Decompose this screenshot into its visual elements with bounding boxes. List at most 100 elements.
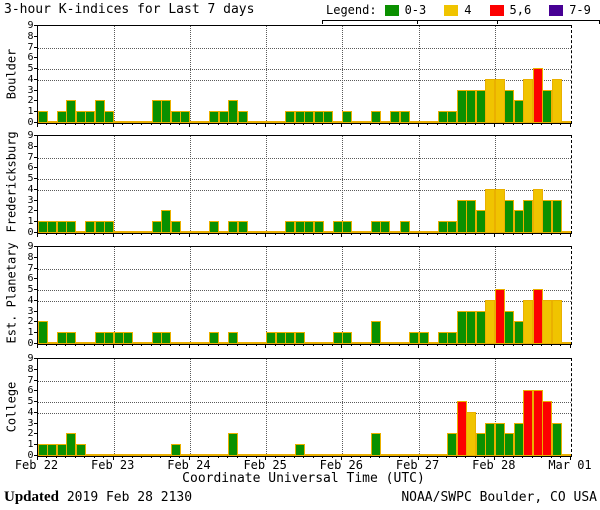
x-tick-mark — [246, 456, 248, 458]
k-index-bar — [437, 332, 448, 344]
k-index-bar — [494, 78, 505, 123]
x-tick-mark — [160, 456, 162, 458]
x-tick-mark — [255, 233, 257, 235]
x-tick-mark — [179, 344, 181, 346]
x-tick-mark — [112, 456, 114, 460]
x-tick-mark — [36, 456, 38, 460]
x-tick-mark — [484, 344, 486, 346]
x-tick-mark — [207, 456, 209, 458]
k-index-bar — [561, 342, 572, 344]
k-index-bar — [485, 299, 496, 344]
legend-swatch-purple — [549, 4, 564, 16]
x-tick-mark — [46, 456, 48, 458]
x-tick-mark — [436, 233, 438, 235]
x-tick-mark — [217, 233, 219, 235]
y-tick-label: 6 — [27, 162, 34, 174]
y-tick-mark — [33, 35, 38, 37]
x-tick-mark — [550, 233, 552, 235]
x-tick-mark — [512, 344, 514, 346]
x-tick-mark — [55, 456, 57, 458]
k-index-bar — [237, 342, 248, 344]
v-gridline-day — [418, 26, 420, 123]
k-index-bar — [66, 332, 77, 344]
x-tick-mark — [550, 123, 552, 125]
k-index-bar — [189, 454, 200, 456]
k-index-bar — [132, 121, 143, 123]
y-tick-mark — [33, 422, 38, 424]
y-tick-mark — [33, 89, 38, 91]
x-tick-mark — [455, 233, 457, 235]
v-gridline-day — [266, 247, 268, 344]
station-label: Boulder — [4, 48, 18, 99]
k-index-bar — [218, 342, 229, 344]
x-tick-mark — [446, 344, 448, 346]
y-tick-label: 1 — [27, 106, 34, 118]
v-gridline-day — [342, 136, 344, 233]
x-tick-mark — [103, 456, 105, 458]
x-tick-mark — [455, 344, 457, 346]
x-tick-mark — [293, 344, 295, 346]
k-index-bar — [418, 121, 429, 123]
k-index-bar — [542, 401, 553, 456]
station-label: Fredericksburg — [4, 130, 18, 232]
k-index-bar — [123, 231, 134, 233]
k-index-bar — [494, 188, 505, 233]
x-tick-mark — [65, 123, 67, 125]
x-tick-mark — [541, 233, 543, 235]
y-tick-label: 4 — [27, 406, 34, 418]
k-index-bar — [104, 454, 115, 456]
x-tick-mark — [188, 123, 190, 127]
x-tick-mark — [265, 123, 267, 127]
x-tick-mark — [331, 233, 333, 235]
k-index-bar — [342, 454, 353, 456]
y-tick-label: 7 — [27, 41, 34, 53]
y-tick-label: 5 — [27, 63, 34, 75]
k-index-bar — [170, 342, 181, 344]
k-index-bar — [132, 454, 143, 456]
k-index-bar — [151, 221, 162, 233]
y-tick-label: 6 — [27, 385, 34, 397]
x-tick-mark — [274, 344, 276, 346]
k-index-bar — [409, 121, 420, 123]
k-index-bar — [218, 111, 229, 123]
x-tick-mark — [474, 233, 476, 235]
k-index-bar — [380, 221, 391, 233]
x-tick-mark — [84, 123, 86, 125]
y-tick-mark — [33, 111, 38, 113]
legend-entry-label: 7-9 — [569, 3, 591, 17]
k-index-bar — [370, 433, 381, 456]
legend-underline-tick — [497, 20, 498, 24]
k-index-bar — [104, 111, 115, 123]
x-tick-mark — [188, 456, 190, 460]
k-index-bar — [313, 221, 324, 233]
x-tick-mark — [522, 456, 524, 458]
k-index-bar — [66, 221, 77, 233]
k-index-bar — [142, 231, 153, 233]
x-tick-mark — [103, 233, 105, 235]
x-tick-mark — [198, 123, 200, 125]
x-tick-mark — [255, 456, 257, 458]
k-index-bar — [75, 444, 86, 456]
k-index-bar — [256, 454, 267, 456]
y-tick-mark — [33, 25, 38, 26]
x-tick-mark — [303, 233, 305, 235]
k-index-bar — [551, 422, 562, 456]
k-index-bar — [247, 231, 258, 233]
k-index-bar — [456, 199, 467, 233]
v-gridline-day — [494, 359, 496, 456]
y-tick-label: 3 — [27, 194, 34, 206]
x-tick-mark — [284, 233, 286, 235]
x-tick-mark — [417, 233, 419, 237]
legend-swatch-yellow — [444, 4, 459, 16]
x-tick-mark — [122, 123, 124, 125]
legend-underline-tick — [322, 20, 323, 24]
x-tick-mark — [388, 233, 390, 235]
legend-entry: 5,6 — [489, 3, 531, 17]
x-tick-mark — [46, 123, 48, 125]
k-index-bar — [304, 221, 315, 233]
y-tick-mark — [33, 135, 38, 136]
x-tick-mark — [388, 123, 390, 125]
k-index-bar — [475, 433, 486, 456]
k-index-bar — [513, 210, 524, 233]
